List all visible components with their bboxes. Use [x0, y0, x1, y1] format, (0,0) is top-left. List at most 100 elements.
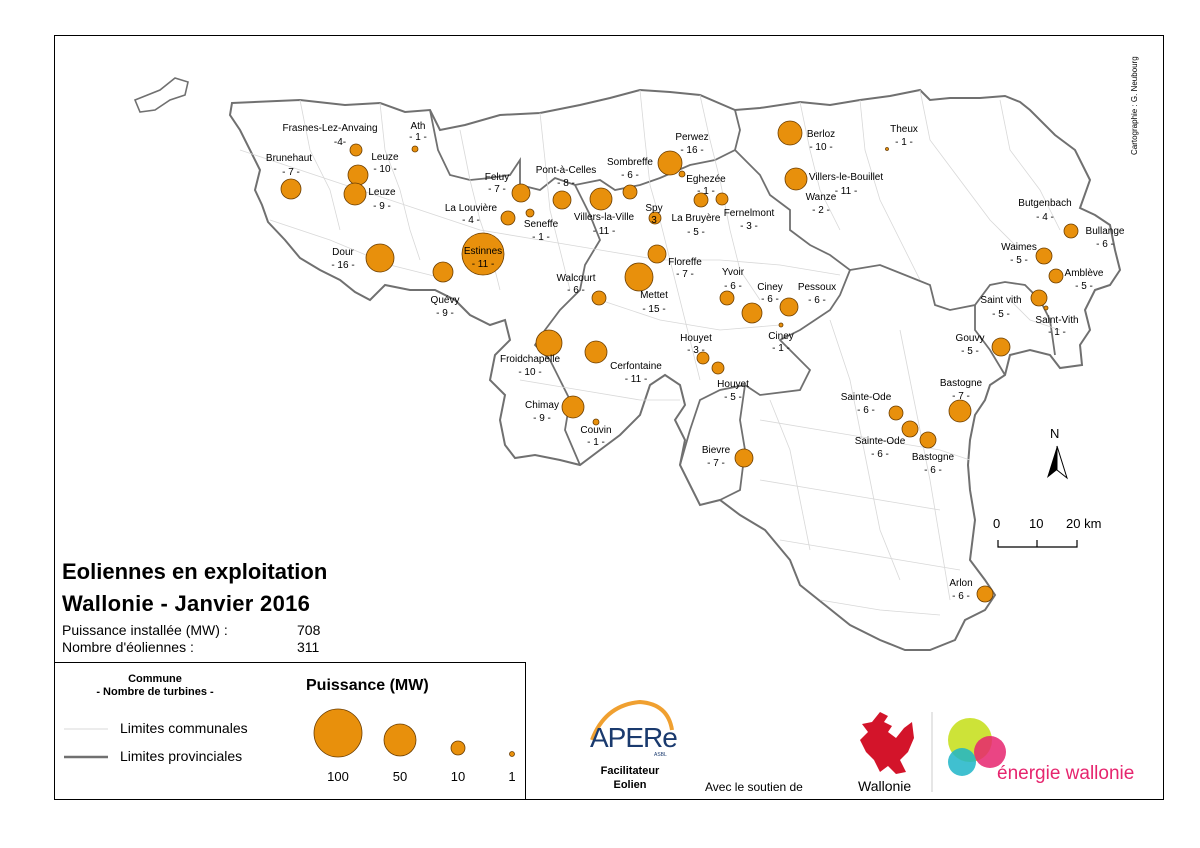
turbine-count: - 6 -: [924, 465, 942, 476]
turbine-symbol: [734, 448, 754, 468]
turbine-symbol: [525, 208, 535, 218]
facilitator-line1: Facilitateur: [600, 765, 660, 777]
turbine-symbol: [779, 297, 799, 317]
legend-power-10: 10: [450, 769, 466, 784]
scale-label-10: 10: [1029, 516, 1044, 531]
legend-commune: Commune: [128, 673, 182, 685]
commune-name: Sombreffe: [607, 157, 653, 168]
legend-turbine-count: - Nombre de turbines -: [96, 686, 214, 698]
turbine-symbol: [711, 361, 725, 375]
facilitator-text: Facilitateur Eolien: [590, 764, 670, 792]
turbine-count: 3: [651, 215, 657, 226]
commune-name: Quévy: [431, 295, 460, 306]
commune-name: Mettet: [640, 290, 668, 301]
turbine-symbol: [343, 182, 367, 206]
turbine-symbol: [678, 170, 686, 178]
legend-power-100: 100: [327, 769, 349, 784]
turbine-symbol: [584, 340, 608, 364]
turbine-symbol: [885, 147, 889, 151]
legend-power-50: 50: [392, 769, 408, 784]
turbine-count: - 3 -: [687, 345, 705, 356]
commune-name: Feluy: [485, 172, 509, 183]
stat-turbines-label: Nombre d'éoliennes :: [62, 639, 194, 655]
commune-name: Houyet: [717, 379, 749, 390]
commune-name: Pessoux: [798, 282, 836, 293]
commune-name: Bullange: [1086, 226, 1125, 237]
north-label: N: [1050, 426, 1060, 441]
turbine-symbol: [948, 399, 972, 423]
turbine-symbol: [535, 329, 563, 357]
commune-name: Couvin: [580, 425, 611, 436]
turbine-count: - 1 -: [532, 232, 550, 243]
turbine-count: - 7 -: [952, 391, 970, 402]
turbine-symbol: [647, 244, 667, 264]
turbine-symbol: [1043, 305, 1049, 311]
commune-name: Bastogne: [912, 452, 955, 463]
turbine-count: - 9 -: [436, 308, 454, 319]
commune-name: Leuze: [371, 152, 399, 163]
province-outline: [228, 88, 1122, 651]
turbine-count: - 7 -: [282, 167, 300, 178]
turbine-symbol: [1035, 247, 1053, 265]
turbine-symbol: [719, 290, 735, 306]
commune-name: Estinnes: [464, 246, 502, 257]
energie-wallonie-logo-icon: [948, 718, 1006, 776]
turbine-count: - 16 -: [680, 145, 703, 156]
turbine-symbol: [511, 183, 531, 203]
turbine-count: - 7 -: [707, 458, 725, 469]
turbine-symbol: [347, 164, 369, 186]
commune-name: Berloz: [807, 129, 835, 140]
map-title: Eoliennes en exploitation: [62, 559, 328, 584]
scale-label-20: 20 km: [1066, 516, 1102, 531]
turbine-symbol: [696, 351, 710, 365]
turbine-count: - 6 -: [567, 285, 585, 296]
turbine-count: - 11 -: [835, 186, 858, 197]
commune-name: La Louvière: [445, 203, 498, 214]
turbine-symbol: [919, 431, 937, 449]
commune-name: Gouvy: [956, 333, 985, 344]
turbine-symbol: [784, 167, 808, 191]
commune-name: Amblève: [1065, 268, 1104, 279]
turbine-count: - 1 -: [697, 186, 715, 197]
legend-power-1: 1: [508, 769, 516, 784]
turbine-symbol: [552, 190, 572, 210]
commune-name: Floreffe: [668, 257, 702, 268]
enclave-outline: [133, 77, 189, 113]
commune-name: Sainte-Ode: [855, 436, 906, 447]
turbine-count: - 10 -: [373, 164, 396, 175]
commune-name: Houyet: [680, 333, 712, 344]
turbine-count: - 6 -: [724, 281, 742, 292]
turbine-symbol: [349, 143, 363, 157]
turbine-count: - 11 -: [472, 259, 495, 270]
credit-text: Cartographie : G. Neubourg: [1130, 56, 1139, 155]
turbine-symbol: [432, 261, 454, 283]
turbine-symbol: [715, 192, 729, 206]
turbine-symbol: [589, 187, 613, 211]
map-frame: [54, 35, 1164, 800]
stat-power-label: Puissance installée (MW) :: [62, 622, 228, 638]
turbine-symbol: [365, 243, 395, 273]
commune-name: Arlon: [949, 578, 972, 589]
turbine-count: - 9 -: [533, 413, 551, 424]
apere-logo-text: APERe: [590, 722, 678, 753]
turbine-count: - 1 -: [1048, 327, 1066, 338]
turbine-count: - 1 -: [772, 343, 790, 354]
legend-power-title: Puissance (MW): [306, 677, 429, 694]
turbine-count: - 8 -: [557, 178, 575, 189]
commune-name: Ath: [410, 121, 425, 132]
commune-name: Pont-à-Celles: [536, 165, 597, 176]
turbine-symbol: [778, 322, 784, 328]
apere-logo-icon: [590, 699, 674, 741]
turbine-count: - 5 -: [687, 227, 705, 238]
commune-name: Froidchapelle: [500, 354, 560, 365]
turbine-symbol: [592, 418, 600, 426]
legend-circle-50: [383, 723, 417, 757]
turbine-symbol: [622, 184, 638, 200]
facilitator-line2: Eolien: [613, 779, 647, 791]
wallonie-rooster-icon: [860, 712, 914, 774]
stat-power-value: 708: [297, 622, 321, 638]
turbine-count: - 1 -: [587, 437, 605, 448]
commune-name: Perwez: [675, 132, 708, 143]
turbine-count: - 3 -: [740, 221, 758, 232]
